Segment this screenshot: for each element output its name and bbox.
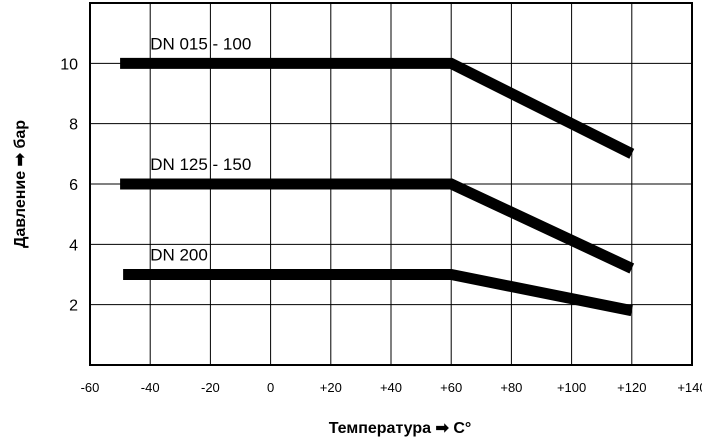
y-tick-label: 2 (69, 298, 78, 315)
y-axis-label: Давление ➡ бар (12, 120, 29, 248)
x-tick-label: -20 (201, 380, 220, 395)
y-tick-labels: 2 4 6 8 10 (60, 56, 78, 314)
y-tick-label: 10 (60, 56, 78, 73)
x-tick-label: -40 (141, 380, 160, 395)
series-label: DN 015 - 100 (150, 34, 251, 53)
x-tick-labels: -60 -40 -20 0 +20 +40 +60 +80 +100 +120 +140 (81, 380, 702, 395)
x-tick-label: +140 (677, 380, 702, 395)
x-tick-label: -60 (81, 380, 100, 395)
series-line (120, 178, 635, 274)
x-tick-label: +60 (440, 380, 462, 395)
series-labels: DN 015 - 100 DN 125 - 150 DN 200 (150, 34, 251, 264)
y-tick-label: 8 (69, 117, 78, 134)
y-tick-label: 6 (69, 177, 78, 194)
x-tick-label: +20 (320, 380, 342, 395)
series-line (120, 57, 635, 159)
plot-frame (89, 2, 693, 366)
series-line (123, 269, 633, 317)
x-tick-label: +80 (500, 380, 522, 395)
y-tick-label: 4 (69, 237, 78, 254)
x-tick-label: +120 (617, 380, 646, 395)
x-tick-label: +40 (380, 380, 402, 395)
x-tick-label: 0 (267, 380, 274, 395)
series-lines (120, 57, 635, 317)
x-axis-label: Температура ➡ C° (329, 420, 472, 437)
x-tick-label: +100 (557, 380, 586, 395)
series-label: DN 125 - 150 (150, 155, 251, 174)
series-label: DN 200 (150, 246, 208, 265)
